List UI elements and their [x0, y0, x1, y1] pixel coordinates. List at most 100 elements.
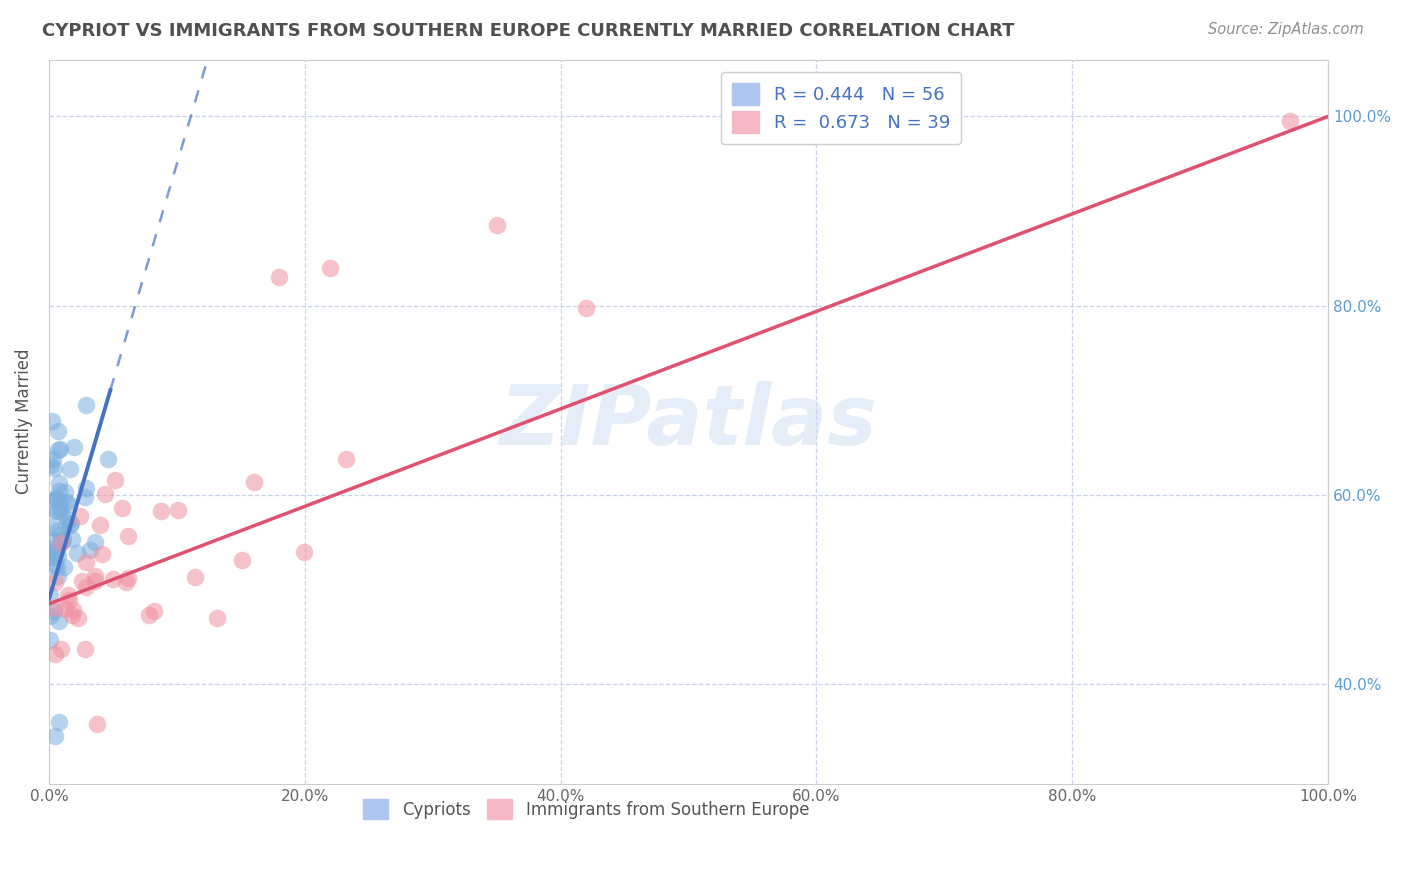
Point	[49, 641, 72, 656]
Point	[55, 484, 77, 499]
Point	[41, 550, 63, 565]
Point	[44, 558, 66, 573]
Point	[45, 545, 67, 559]
Point	[41, 541, 63, 555]
Point	[46, 443, 69, 458]
Point	[575, 301, 598, 315]
Point	[269, 270, 291, 285]
Point	[53, 559, 76, 574]
Point	[48, 484, 70, 499]
Point	[48, 715, 70, 730]
Point	[319, 260, 342, 275]
Point	[49, 507, 72, 521]
Point	[66, 546, 89, 560]
Point	[46, 504, 69, 518]
Point	[44, 533, 66, 548]
Text: Source: ZipAtlas.com: Source: ZipAtlas.com	[1208, 22, 1364, 37]
Point	[70, 574, 93, 589]
Point	[39, 608, 62, 623]
Point	[42, 452, 65, 467]
Point	[39, 549, 62, 564]
Point	[49, 442, 72, 456]
Point	[45, 504, 67, 518]
Point	[75, 555, 97, 569]
Point	[45, 491, 67, 506]
Point	[104, 473, 127, 487]
Point	[46, 559, 69, 574]
Point	[115, 575, 138, 590]
Text: CYPRIOT VS IMMIGRANTS FROM SOUTHERN EUROPE CURRENTLY MARRIED CORRELATION CHART: CYPRIOT VS IMMIGRANTS FROM SOUTHERN EURO…	[42, 22, 1015, 40]
Point	[55, 495, 77, 509]
Point	[60, 516, 83, 530]
Point	[1278, 114, 1301, 128]
Point	[39, 632, 62, 647]
Point	[67, 610, 90, 624]
Y-axis label: Currently Married: Currently Married	[15, 349, 32, 494]
Point	[59, 462, 82, 476]
Point	[84, 568, 107, 582]
Point	[55, 516, 77, 531]
Point	[48, 524, 70, 538]
Point	[89, 518, 111, 533]
Point	[60, 608, 83, 623]
Point	[39, 519, 62, 533]
Point	[96, 452, 118, 467]
Point	[45, 491, 67, 505]
Point	[53, 796, 76, 810]
Point	[83, 574, 105, 588]
Point	[294, 545, 316, 559]
Point	[84, 535, 107, 549]
Point	[93, 487, 115, 501]
Point	[39, 588, 62, 602]
Point	[143, 603, 166, 617]
Point	[46, 549, 69, 563]
Point	[335, 451, 357, 466]
Point	[58, 497, 80, 511]
Point	[53, 602, 76, 616]
Legend: Cypriots, Immigrants from Southern Europe: Cypriots, Immigrants from Southern Europ…	[357, 792, 815, 826]
Point	[86, 716, 108, 731]
Point	[48, 528, 70, 542]
Point	[46, 541, 69, 556]
Point	[111, 500, 134, 515]
Point	[207, 611, 229, 625]
Point	[44, 648, 66, 662]
Point	[44, 601, 66, 615]
Point	[184, 570, 207, 584]
Point	[59, 518, 82, 533]
Point	[69, 509, 91, 524]
Point	[62, 603, 84, 617]
Point	[58, 513, 80, 527]
Point	[39, 458, 62, 472]
Point	[46, 424, 69, 438]
Point	[75, 641, 97, 656]
Point	[51, 533, 73, 548]
Point	[60, 532, 83, 546]
Point	[49, 500, 72, 515]
Point	[44, 575, 66, 590]
Point	[41, 414, 63, 428]
Point	[231, 552, 253, 566]
Point	[243, 475, 266, 489]
Point	[48, 475, 70, 490]
Point	[52, 533, 75, 547]
Point	[101, 573, 124, 587]
Point	[150, 504, 173, 518]
Text: ZIPatlas: ZIPatlas	[499, 381, 877, 462]
Point	[63, 440, 86, 454]
Point	[75, 481, 97, 495]
Point	[117, 571, 139, 585]
Point	[42, 461, 65, 475]
Point	[49, 536, 72, 550]
Point	[75, 490, 97, 504]
Point	[90, 547, 112, 561]
Point	[46, 569, 69, 583]
Point	[217, 796, 239, 810]
Point	[48, 614, 70, 628]
Point	[48, 495, 70, 509]
Point	[138, 608, 160, 623]
Point	[58, 592, 80, 607]
Point	[56, 588, 79, 602]
Point	[75, 580, 97, 594]
Point	[51, 533, 73, 548]
